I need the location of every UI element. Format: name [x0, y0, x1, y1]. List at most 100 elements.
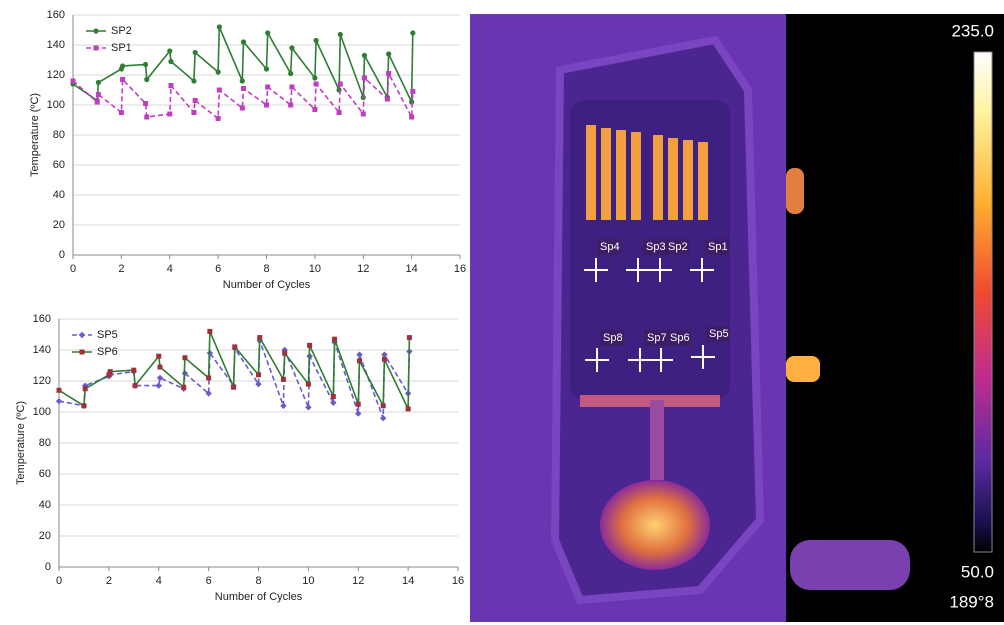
marker [215, 69, 221, 75]
x-tick-label: 14 [406, 263, 418, 275]
marker [119, 63, 126, 69]
marker [132, 383, 138, 389]
marker [144, 114, 150, 120]
spot-label-bg [665, 239, 689, 255]
y-tick-label: 100 [33, 406, 51, 418]
marker [379, 415, 387, 422]
marker [265, 84, 271, 90]
marker [81, 403, 87, 409]
spot-label-bg [706, 326, 730, 342]
x-axis-title: Number of Cycles [223, 279, 311, 291]
marker [361, 75, 367, 81]
spot-label: Sp3 [646, 241, 666, 253]
marker [256, 372, 261, 378]
spot-label-bg [705, 239, 729, 255]
y-tick-label: 20 [39, 530, 51, 542]
marker [312, 75, 318, 81]
spot-label-bg [644, 330, 668, 346]
marker [381, 356, 387, 362]
legend-label: SP6 [97, 346, 118, 358]
x-tick-label: 0 [56, 575, 62, 587]
marker [280, 376, 286, 382]
x-tick-label: 14 [402, 575, 414, 587]
y-tick-label: 100 [47, 99, 65, 111]
marker [106, 372, 112, 378]
y-tick-label: 120 [47, 69, 65, 81]
marker [356, 358, 362, 364]
legend-marker [79, 349, 85, 355]
marker [384, 96, 390, 102]
marker [337, 81, 343, 87]
marker [312, 107, 318, 112]
marker [207, 328, 213, 334]
marker [144, 76, 150, 83]
marker [155, 382, 162, 389]
x-tick-label: 8 [263, 263, 269, 275]
marker [94, 99, 100, 105]
marker [239, 105, 245, 111]
marker [280, 402, 287, 409]
marker [107, 369, 113, 375]
marker [288, 102, 294, 108]
marker [361, 52, 368, 59]
marker [95, 79, 101, 86]
x-tick-label: 12 [352, 575, 364, 587]
y-tick-label: 120 [33, 375, 51, 387]
marker [313, 81, 319, 87]
marker [192, 98, 198, 103]
marker [231, 384, 237, 390]
x-tick-label: 2 [118, 263, 124, 275]
marker [386, 71, 392, 76]
marker [216, 24, 222, 30]
marker [70, 78, 76, 84]
thermal-image [470, 14, 1004, 622]
marker [410, 30, 416, 36]
marker [182, 355, 188, 361]
marker [313, 37, 319, 44]
marker [56, 387, 62, 393]
marker [205, 390, 212, 397]
marker [241, 86, 247, 91]
marker [410, 89, 416, 94]
y-tick-label: 0 [59, 249, 65, 261]
y-axis-title: Temperature (ºC) [29, 93, 41, 177]
marker [257, 335, 263, 341]
x-tick-label: 6 [206, 575, 212, 587]
marker [305, 381, 311, 387]
marker [142, 61, 149, 68]
marker [143, 101, 149, 106]
x-tick-label: 2 [106, 575, 112, 587]
y-tick-label: 80 [39, 437, 51, 449]
marker [120, 77, 126, 82]
marker [381, 351, 388, 358]
marker [406, 335, 412, 341]
marker [167, 48, 173, 54]
marker [336, 110, 342, 115]
x-tick-label: 0 [70, 263, 76, 275]
x-tick-label: 4 [167, 263, 173, 275]
marker [181, 384, 187, 390]
y-tick-label: 60 [53, 159, 65, 171]
legend-label: SP1 [111, 42, 132, 54]
y-tick-label: 160 [33, 313, 51, 325]
spot-label: Sp7 [647, 332, 667, 344]
scale-max: 235.0 [951, 21, 994, 40]
marker [167, 111, 173, 117]
legend-label: SP5 [97, 329, 118, 341]
spot-label: Sp1 [708, 241, 728, 253]
marker [409, 114, 415, 120]
marker [330, 399, 337, 406]
marker [386, 51, 392, 57]
marker [360, 111, 366, 117]
corner-text: 189°8 [949, 592, 994, 611]
marker [405, 406, 411, 412]
marker [264, 102, 269, 108]
marker [282, 350, 288, 356]
spot-label: Sp2 [668, 241, 688, 253]
y-tick-label: 140 [33, 344, 51, 356]
marker [336, 87, 342, 93]
marker [239, 78, 245, 84]
x-axis-title: Number of Cycles [215, 591, 303, 603]
marker [263, 66, 270, 72]
spot-label: Sp4 [600, 241, 620, 253]
